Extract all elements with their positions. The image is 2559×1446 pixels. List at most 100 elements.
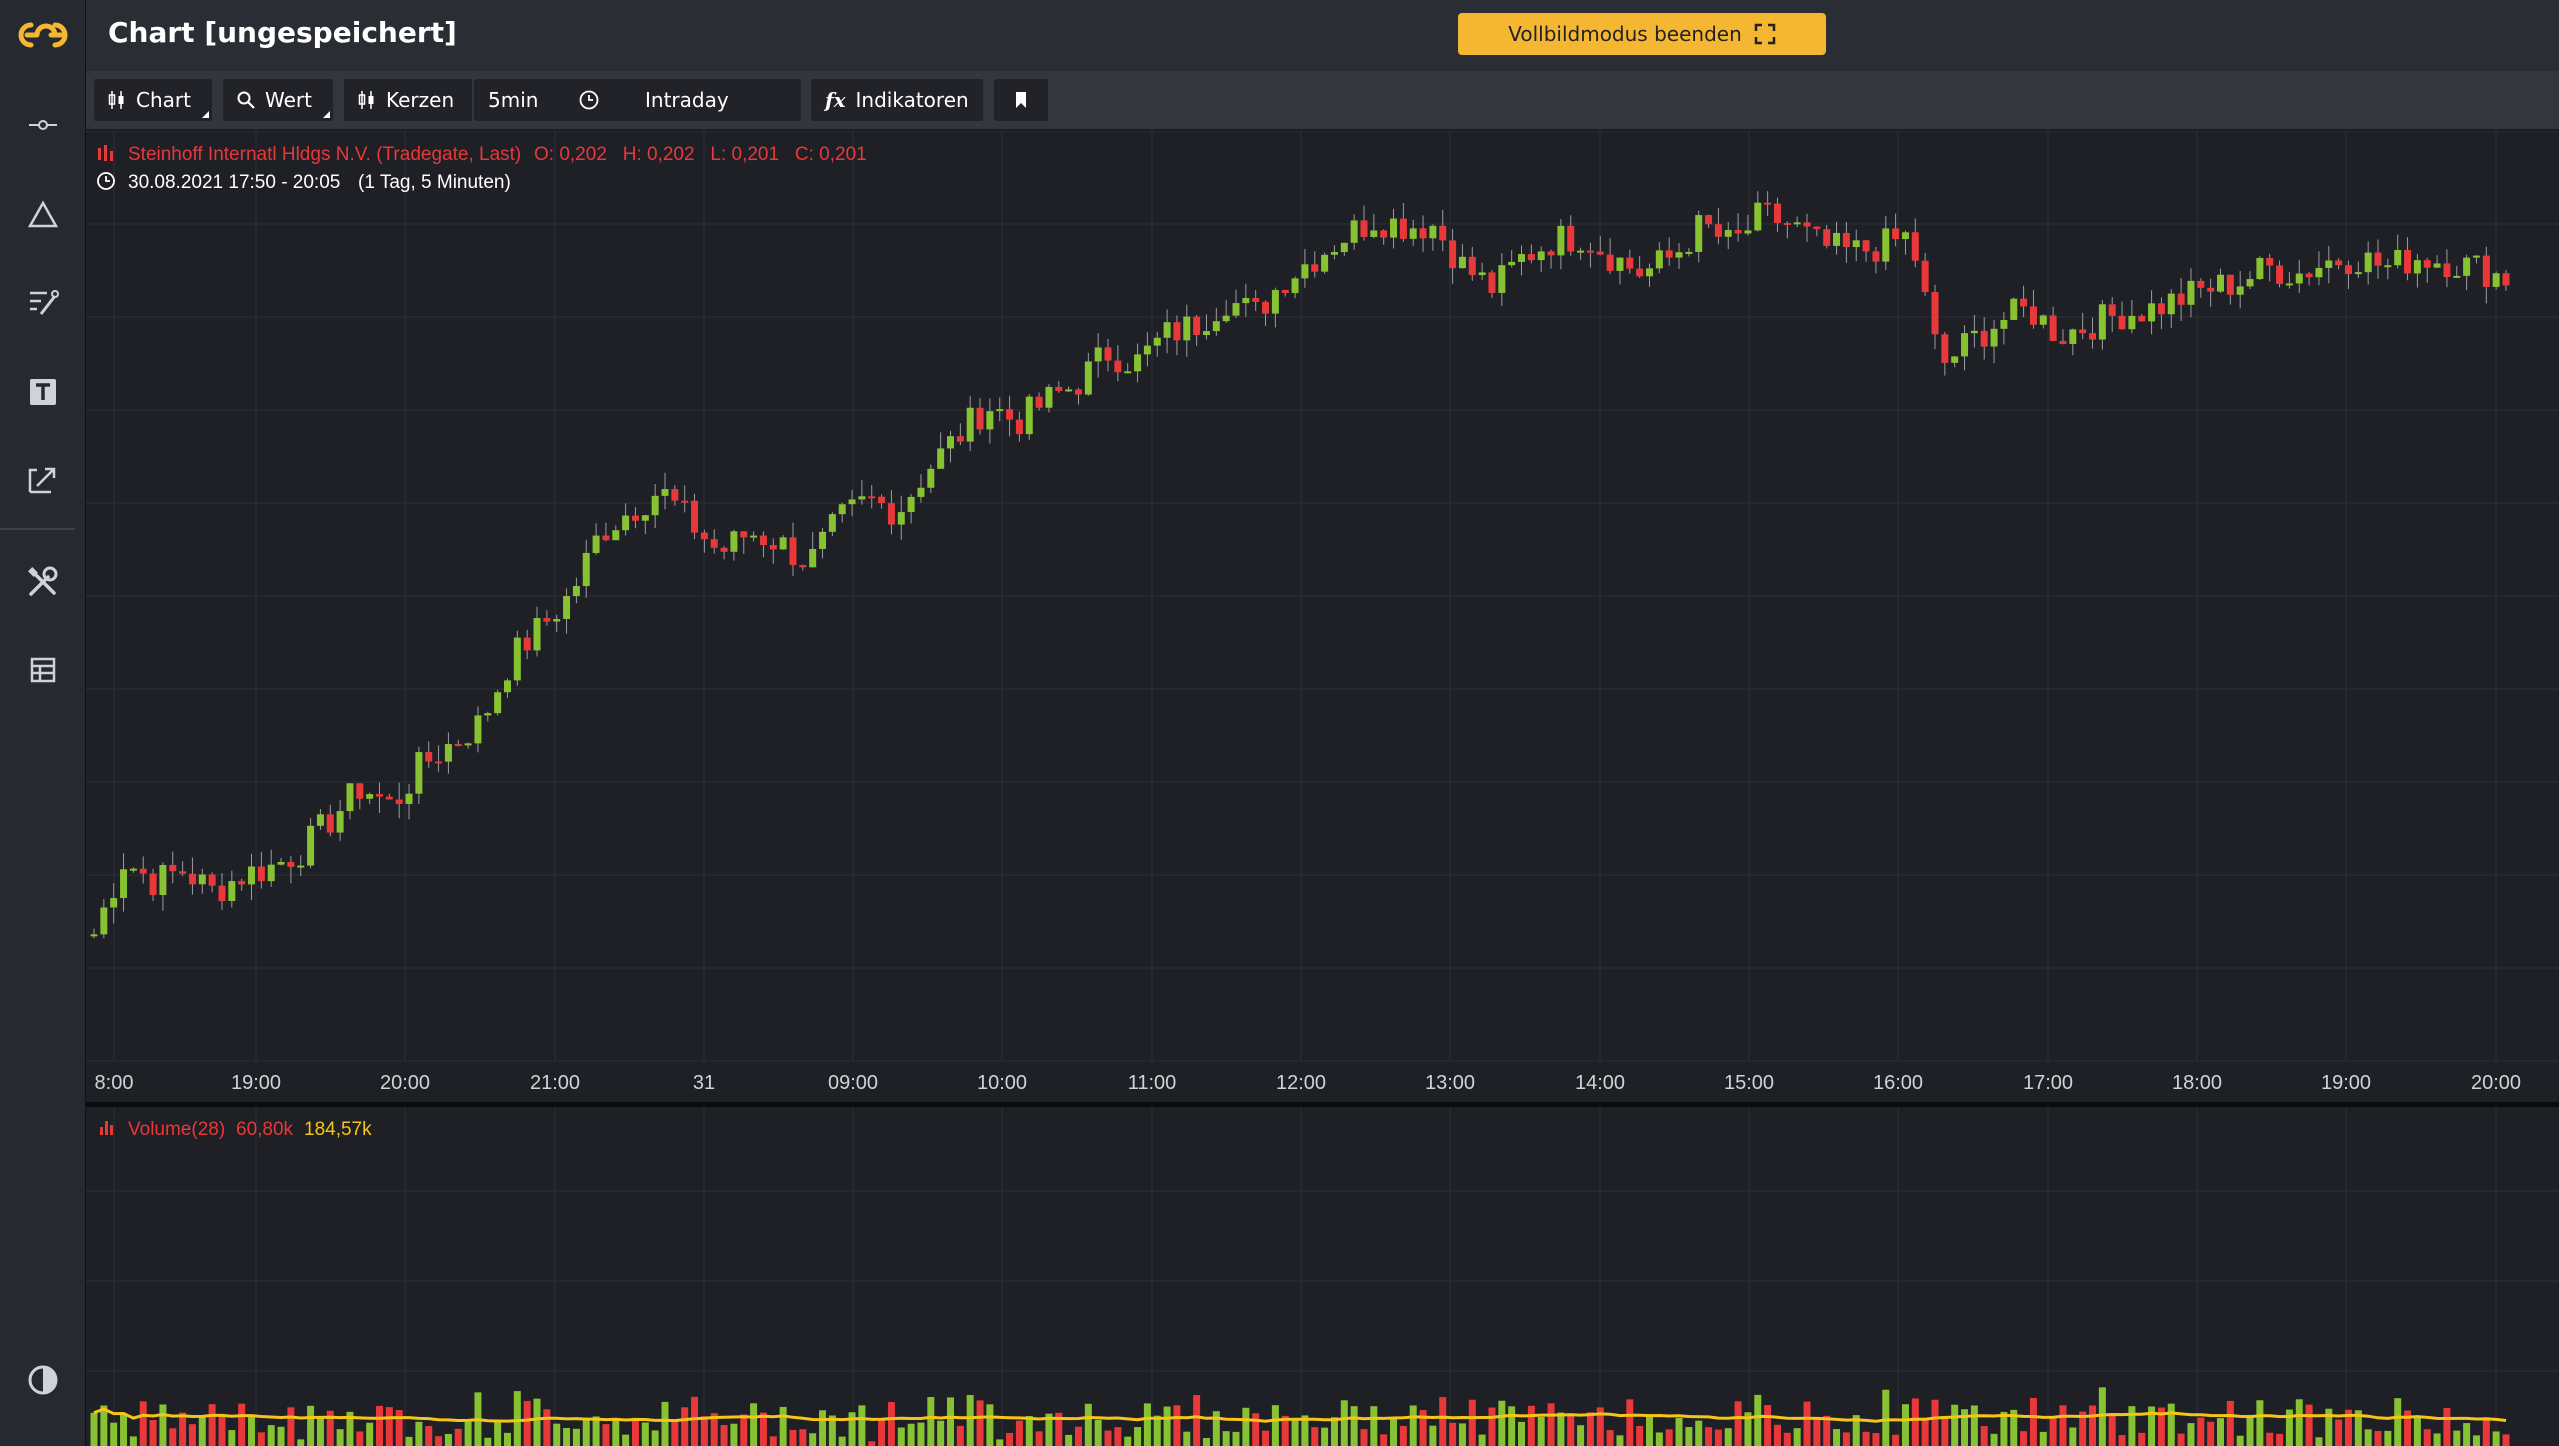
layout-icon[interactable]: [0, 640, 85, 700]
candle-body: [100, 907, 108, 935]
candle-body: [1695, 215, 1703, 252]
candle-body: [1281, 289, 1289, 294]
chart-type-button[interactable]: Chart: [94, 79, 212, 121]
logo-icon[interactable]: [0, 5, 85, 65]
volume-bar: [2256, 1400, 2264, 1446]
volume-bar: [385, 1407, 393, 1446]
bookmark-button[interactable]: [994, 79, 1048, 121]
candle-body: [454, 744, 462, 747]
crosshair-line-icon[interactable]: [0, 95, 85, 155]
candle-body: [2098, 304, 2106, 340]
candle-body: [129, 868, 137, 871]
candle-body: [1370, 230, 1378, 237]
candle-body: [986, 411, 994, 430]
x-tick-label: 14:00: [1575, 1072, 1625, 1094]
candle-body: [2010, 298, 2018, 320]
indicators-button[interactable]: fx Indikatoren: [811, 79, 983, 121]
candle-body: [2236, 286, 2244, 295]
candle-body: [1527, 254, 1535, 261]
candle-body: [1852, 240, 1860, 248]
volume-bar: [730, 1423, 738, 1446]
candle-body: [1074, 389, 1082, 395]
volume-value: 60,80k: [236, 1119, 294, 1140]
candle-body: [2394, 250, 2402, 266]
candle-body: [503, 680, 511, 693]
contrast-icon[interactable]: [0, 1350, 85, 1410]
candle-body: [1882, 228, 1890, 262]
volume-bar: [1961, 1409, 1969, 1446]
candle-body: [1705, 215, 1713, 225]
volume-bar: [376, 1405, 384, 1446]
resolution-label: (1 Tag, 5 Minuten): [358, 172, 511, 193]
x-axis-tick-labels: 8:00 19:00 20:00 21:00 31 09:00 10:00 11:00 12:0…: [95, 1072, 2522, 1094]
volume-bar: [838, 1436, 846, 1446]
price-chart[interactable]: 8:00 19:00 20:00 21:00 31 09:00 10:00 11:00 12:0…: [86, 131, 2559, 1446]
candle-body: [2482, 255, 2490, 287]
candle-body: [1015, 419, 1023, 435]
x-tick-label: 15:00: [1724, 1072, 1774, 1094]
candle-body: [1508, 261, 1516, 266]
x-tick-label: 16:00: [1873, 1072, 1923, 1094]
volume-bar: [1271, 1405, 1279, 1446]
value-search-button[interactable]: Wert: [223, 79, 333, 121]
candle-body: [1025, 396, 1033, 435]
candle-body: [2384, 265, 2392, 268]
candle-body: [513, 637, 521, 681]
range-clock-button[interactable]: [562, 79, 616, 121]
x-tick-label: 20:00: [2471, 1072, 2521, 1094]
volume-bar: [1419, 1410, 1427, 1446]
volume-bar: [769, 1436, 777, 1446]
volume-bar: [641, 1422, 649, 1446]
candle-body: [1951, 356, 1959, 363]
drawing-tools-icon[interactable]: [0, 272, 85, 332]
chart-type-label: Chart: [136, 88, 191, 112]
annotation-arrow-icon[interactable]: [0, 450, 85, 510]
candle-body: [1970, 330, 1978, 334]
volume-bar: [1724, 1428, 1732, 1446]
volume-bar: [1586, 1412, 1594, 1446]
candle-body: [592, 535, 600, 553]
candle-body: [828, 514, 836, 532]
candle-body: [2256, 257, 2264, 280]
volume-bar: [2453, 1430, 2461, 1446]
text-icon[interactable]: [0, 362, 85, 422]
volume-bar: [1281, 1415, 1289, 1446]
volume-bar: [710, 1413, 718, 1446]
volume-bars: [90, 1387, 2510, 1446]
candle-body: [2276, 265, 2284, 284]
volume-bar: [1291, 1418, 1299, 1446]
volume-bar: [297, 1439, 305, 1446]
x-tick-label: 18:00: [2172, 1072, 2222, 1094]
volume-bar: [188, 1424, 196, 1446]
volume-bar: [1409, 1405, 1417, 1446]
candle-body: [740, 531, 748, 538]
range-button[interactable]: Intraday: [617, 79, 801, 121]
candle-body: [1872, 251, 1880, 262]
volume-bar: [1065, 1434, 1073, 1446]
volume-bar: [533, 1398, 541, 1446]
candle-body: [277, 861, 285, 865]
volume-bar: [1330, 1417, 1338, 1446]
candle-body: [700, 532, 708, 540]
volume-bar: [1685, 1426, 1693, 1446]
candle-body: [1675, 252, 1683, 258]
candle-body: [976, 407, 984, 430]
volume-bar: [179, 1412, 187, 1446]
candle-body: [2128, 315, 2136, 330]
exit-fullscreen-button[interactable]: Vollbildmodus beenden: [1458, 13, 1826, 55]
candle-body: [2266, 257, 2274, 266]
candle-body: [159, 864, 167, 896]
volume-bar: [651, 1430, 659, 1446]
volume-bar: [2039, 1431, 2047, 1446]
volume-bar: [2029, 1397, 2037, 1446]
triangle-icon[interactable]: [0, 185, 85, 245]
volume-bar: [1478, 1434, 1486, 1446]
candle-body: [1793, 222, 1801, 225]
candle-body: [2502, 273, 2510, 286]
volume-bar: [1823, 1415, 1831, 1446]
volume-bar: [248, 1416, 256, 1446]
tools-icon[interactable]: [0, 552, 85, 612]
volume-bar: [1675, 1417, 1683, 1446]
candles-button[interactable]: Kerzen: [344, 79, 472, 121]
volume-bar: [1104, 1430, 1112, 1446]
